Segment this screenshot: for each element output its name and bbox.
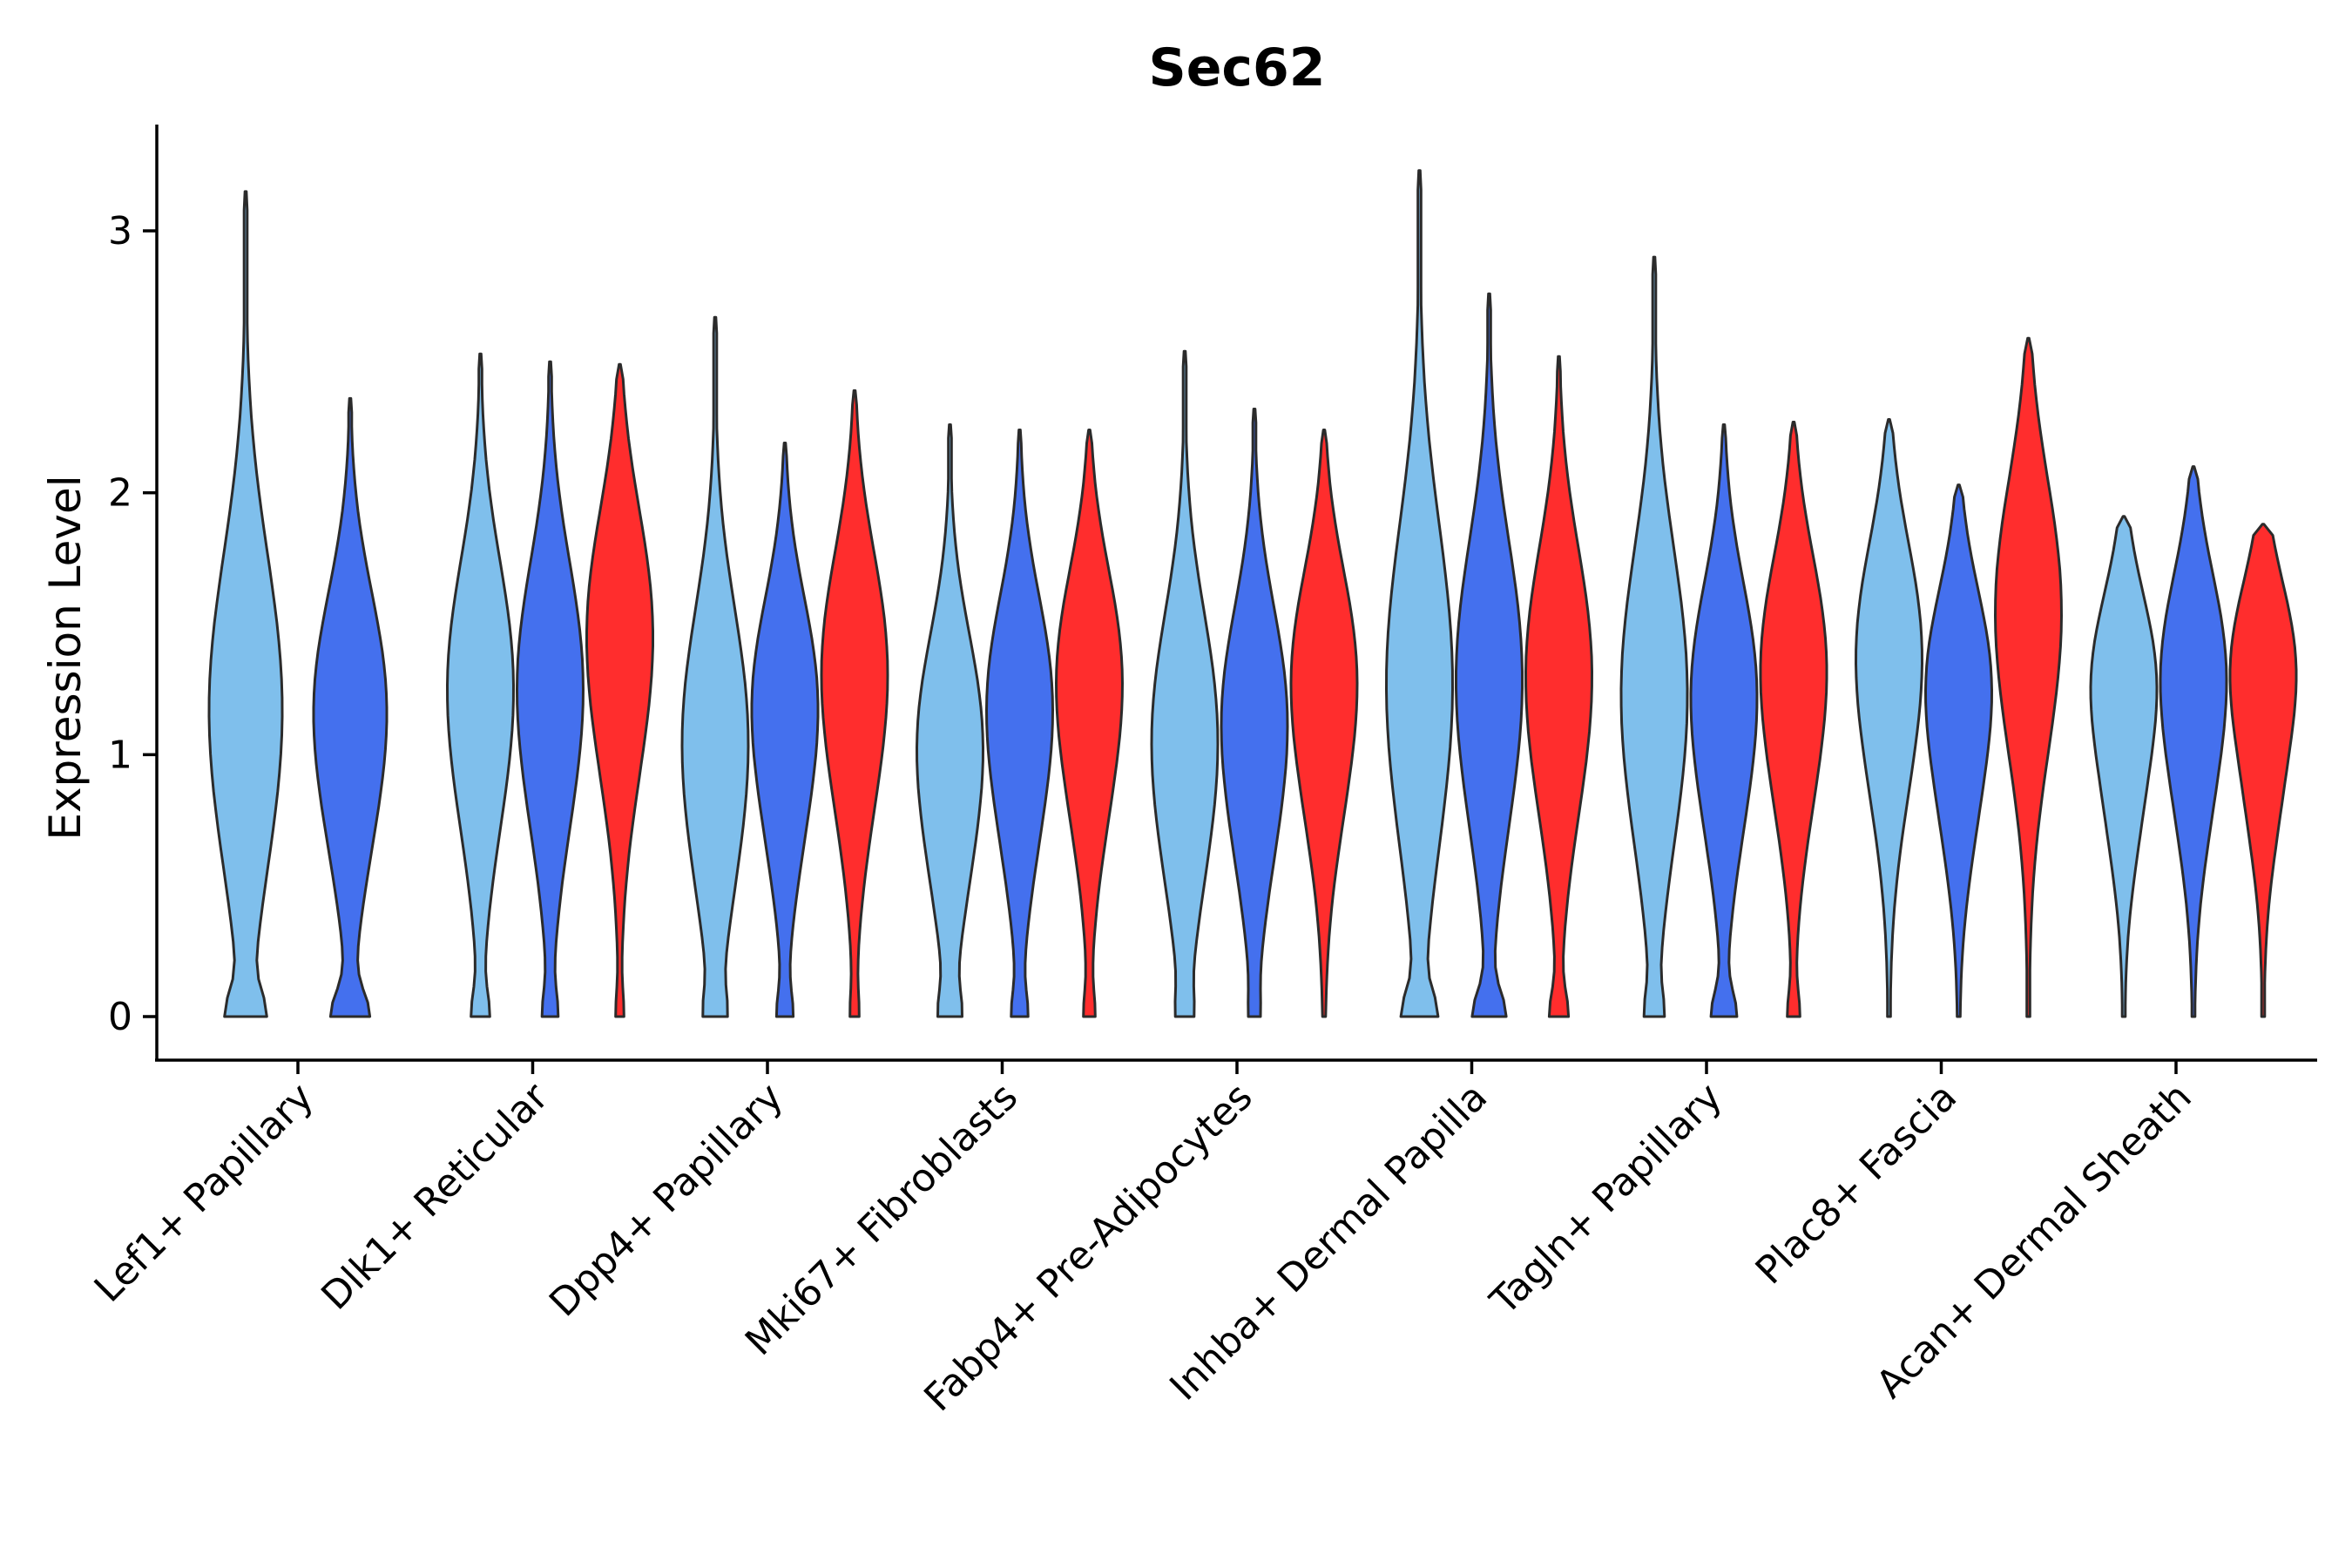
violin-group-3-plac8-fascia [1994,336,2063,1018]
violin-group-1-dlk1-reticular [446,352,515,1018]
y-tick-label: 1 [108,733,132,777]
violin-group-3-tagln-papillary [1759,421,1828,1018]
violin-group-1-tagln-papillary [1619,255,1689,1018]
violin-group-2-fabp4-pre-adipocytes [1220,408,1289,1018]
violin-group-1-dpp4-papillary [680,315,750,1018]
violin-group-2-acan-dermal-sheath [2159,465,2228,1018]
violin-group-3-acan-dermal-sheath [2228,523,2298,1018]
violin-group-1-inhba-dermal-papilla [1385,169,1454,1018]
violin-group-2-inhba-dermal-papilla [1455,292,1524,1018]
violin-group-3-dlk1-reticular [585,362,654,1018]
x-category-label: Lef1+ Papillary [86,1075,322,1311]
violin-group-2-dpp4-papillary [750,442,820,1018]
x-category-label: Tagln+ Papillary [1482,1075,1731,1324]
violin-group-3-dpp4-papillary [820,389,889,1018]
violin-group-3-inhba-dermal-papilla [1524,355,1593,1018]
violin-group-2-plac8-fascia [1924,483,1993,1018]
y-axis-label: Expression Level [40,475,91,840]
violin-group-1-plac8-fascia [1855,418,1923,1018]
violin-group-2-lef1-papillary [312,396,389,1018]
y-tick-label: 0 [108,995,132,1039]
violin-group-2-dlk1-reticular [516,360,585,1018]
violin-group [207,169,2298,1018]
x-category-label: Plac8+ Fascia [1747,1075,1966,1294]
violin-group-1-mki67-fibroblasts [916,423,984,1018]
y-tick-label: 3 [108,209,132,253]
violin-group-1-acan-dermal-sheath [2089,515,2159,1018]
violin-group-2-mki67-fibroblasts [985,429,1054,1018]
x-category-label: Dpp4+ Papillary [541,1075,792,1326]
violin-group-1-fabp4-pre-adipocytes [1150,349,1220,1018]
violin-group-3-fabp4-pre-adipocytes [1289,429,1359,1018]
violin-group-2-tagln-papillary [1689,423,1759,1018]
violin-group-1-lef1-papillary [207,190,284,1018]
x-category-label: Dlk1+ Reticular [313,1074,558,1319]
y-tick-label: 2 [108,471,132,516]
y-ticks: 0 1 2 3 [108,209,157,1039]
violin-group-3-mki67-fibroblasts [1055,429,1124,1018]
chart-title: Sec62 [1149,37,1326,98]
